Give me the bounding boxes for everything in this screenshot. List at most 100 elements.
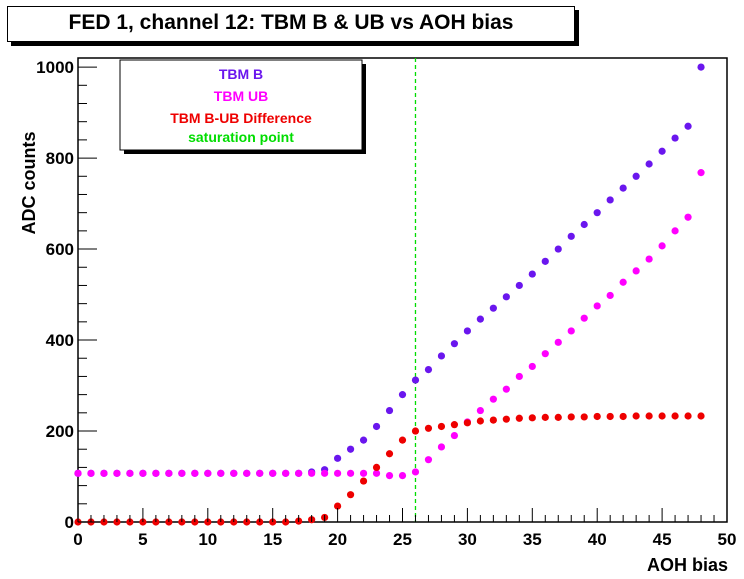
difference-point xyxy=(372,463,381,472)
tbm-b-point xyxy=(359,436,368,444)
difference-point xyxy=(398,436,407,444)
tbm-ub-point xyxy=(334,469,342,477)
difference-point xyxy=(697,412,705,420)
y-tick-label: 800 xyxy=(46,149,74,168)
chart-title-box: FED 1, channel 12: TBM B & UB vs AOH bia… xyxy=(7,6,575,42)
tbm-b-point xyxy=(437,352,446,360)
tbm-b-point xyxy=(502,293,510,301)
tbm-b-point xyxy=(567,232,575,240)
x-tick-label: 50 xyxy=(718,530,737,549)
tbm-ub-point xyxy=(515,372,523,381)
difference-point xyxy=(515,414,523,422)
x-tick-label: 30 xyxy=(458,530,477,549)
tbm-b-point xyxy=(671,134,679,142)
tbm-b-point xyxy=(424,366,433,374)
tbm-ub-point xyxy=(424,456,433,464)
difference-point xyxy=(411,427,420,435)
tbm-ub-point xyxy=(204,469,212,477)
tbm-ub-point xyxy=(87,469,95,477)
tbm-ub-point xyxy=(632,267,640,275)
difference-point xyxy=(554,413,562,421)
tbm-b-point xyxy=(372,422,381,431)
tbm-ub-point xyxy=(437,443,446,451)
difference-point xyxy=(593,412,601,421)
x-tick-label: 45 xyxy=(653,530,672,549)
legend-entry-tbm-b: TBM B xyxy=(219,66,263,82)
tbm-ub-point xyxy=(308,469,316,477)
tbm-ub-point xyxy=(178,469,186,477)
difference-point xyxy=(580,413,588,421)
x-tick-label: 20 xyxy=(328,530,347,549)
difference-point xyxy=(437,422,446,431)
x-tick-label: 35 xyxy=(523,530,542,549)
y-tick-label: 400 xyxy=(46,331,74,350)
tbm-ub-point xyxy=(476,406,484,415)
tbm-ub-point xyxy=(645,255,653,263)
tbm-ub-point xyxy=(165,469,173,477)
tbm-ub-point xyxy=(385,472,394,480)
tbm-b-point xyxy=(645,160,653,168)
tbm-ub-point xyxy=(139,469,147,477)
difference-point xyxy=(489,416,497,424)
tbm-b-point xyxy=(658,147,666,155)
x-axis-label: AOH bias xyxy=(647,555,728,575)
difference-point xyxy=(334,502,342,510)
x-tick-label: 25 xyxy=(393,530,412,549)
tbm-ub-point xyxy=(619,278,627,286)
tbm-b-point xyxy=(334,454,342,462)
tbm-b-point xyxy=(606,196,614,204)
difference-point xyxy=(619,412,627,421)
tbm-ub-point xyxy=(541,350,549,358)
difference-point xyxy=(463,419,471,427)
tbm-b-point xyxy=(489,304,497,312)
difference-point xyxy=(346,491,355,499)
difference-point xyxy=(606,412,614,421)
x-tick-label: 15 xyxy=(263,530,282,549)
difference-point xyxy=(632,412,640,420)
tbm-b-point xyxy=(411,376,420,384)
y-tick-label: 600 xyxy=(46,240,74,259)
tbm-b-point xyxy=(450,340,459,348)
tbm-ub-point xyxy=(554,338,562,346)
tbm-ub-point xyxy=(282,469,290,477)
y-tick-label: 1000 xyxy=(36,58,74,77)
tbm-b-point xyxy=(385,406,394,415)
x-tick-label: 10 xyxy=(198,530,217,549)
tbm-ub-point xyxy=(528,362,536,371)
difference-point xyxy=(541,413,549,421)
tbm-b-point xyxy=(632,172,640,180)
difference-point xyxy=(359,477,368,485)
tbm-ub-point xyxy=(606,291,614,300)
y-axis-label: ADC counts xyxy=(19,132,39,235)
tbm-ub-point xyxy=(321,469,329,477)
tbm-ub-point xyxy=(593,302,601,310)
tbm-ub-point xyxy=(372,469,381,477)
tbm-b-point xyxy=(515,281,523,290)
tbm-ub-point xyxy=(191,469,199,477)
tbm-ub-point xyxy=(671,227,679,235)
difference-point xyxy=(450,421,459,429)
tbm-ub-point xyxy=(230,469,238,477)
difference-point xyxy=(671,412,679,420)
tbm-ub-point xyxy=(126,469,134,477)
tbm-ub-point xyxy=(113,469,121,477)
tbm-b-point xyxy=(684,122,692,130)
difference-point xyxy=(502,415,510,423)
tbm-b-point xyxy=(580,220,588,229)
y-tick-label: 200 xyxy=(46,422,74,441)
tbm-ub-point xyxy=(217,469,225,477)
tbm-b-point xyxy=(398,391,407,399)
difference-point xyxy=(645,412,653,420)
difference-point xyxy=(424,424,433,432)
x-tick-label: 5 xyxy=(138,530,147,549)
legend-entry-saturation: saturation point xyxy=(188,129,294,145)
axis-ticks: 0 5 10 15 20 25 30 35 40 45 50 0 200 400 600 800 1000 xyxy=(36,58,736,549)
x-tick-label: 40 xyxy=(588,530,607,549)
tbm-ub-point xyxy=(359,469,368,477)
legend: TBM B TBM UB TBM B-UB Difference saturat… xyxy=(119,59,366,154)
tbm-ub-point xyxy=(411,468,420,476)
x-tick-label: 0 xyxy=(73,530,82,549)
tbm-ub-point xyxy=(100,469,108,477)
tbm-b-point xyxy=(697,63,705,71)
tbm-ub-point xyxy=(450,431,459,440)
